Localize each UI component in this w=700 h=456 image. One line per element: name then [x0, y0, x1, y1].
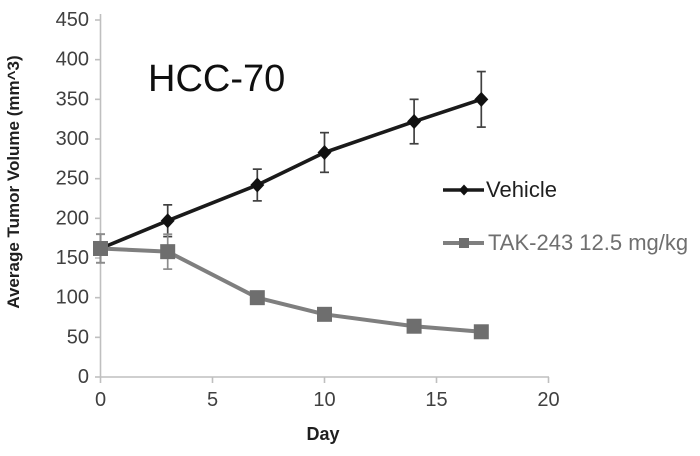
tak243-data-point-square: [93, 240, 108, 256]
x-tick-label: 15: [425, 389, 447, 411]
y-tick-label: 0: [78, 366, 89, 388]
y-tick-label: 150: [56, 247, 89, 269]
y-tick-label: 300: [56, 128, 89, 150]
y-tick-label: 50: [67, 326, 89, 348]
y-tick-label: 400: [56, 49, 89, 71]
x-tick-label: 0: [95, 389, 106, 411]
vehicle-data-point-diamond: [407, 114, 422, 130]
tak243-data-point-square: [249, 290, 265, 306]
legend-diamond-marker: [459, 184, 469, 196]
tak243-data-point-square: [473, 324, 489, 340]
y-tick-label: 450: [56, 9, 89, 31]
vehicle-legend-swatch-icon: [443, 184, 484, 196]
vehicle-data-point-diamond: [250, 177, 265, 193]
vehicle-data-point-diamond: [160, 213, 175, 229]
vehicle-data-point-diamond: [317, 144, 332, 160]
y-tick-label: 200: [56, 207, 89, 229]
tak243-data-point-square: [160, 244, 176, 260]
tak243-series-line: [100, 246, 482, 334]
legend-item-vehicle: Vehicle: [443, 176, 557, 204]
tak243-data-point-square: [317, 306, 332, 322]
y-tick-label: 250: [56, 168, 89, 190]
legend-label-tak243: TAK-243 12.5 mg/kg: [488, 230, 689, 255]
chart-title: HCC-70: [148, 58, 286, 100]
y-tick-label: 350: [56, 88, 89, 110]
tak243-legend-swatch-icon: [443, 238, 484, 248]
y-tick-label: 100: [56, 287, 89, 309]
y-axis-title: Average Tumor Volume (mm^3): [4, 55, 23, 309]
x-axis-title: Day: [306, 424, 340, 444]
vehicle-data-point-diamond: [474, 91, 489, 107]
legend-item-tak243: TAK-243 12.5 mg/kg: [443, 229, 688, 257]
vehicle-series-line: [99, 97, 482, 251]
legend-square-marker: [459, 238, 469, 248]
tak243-data-point-square: [406, 318, 422, 334]
x-tick-label: 5: [207, 389, 218, 411]
x-tick-label: 10: [313, 389, 335, 411]
legend-label-vehicle: Vehicle: [486, 177, 557, 202]
x-tick-label: 20: [537, 389, 559, 411]
